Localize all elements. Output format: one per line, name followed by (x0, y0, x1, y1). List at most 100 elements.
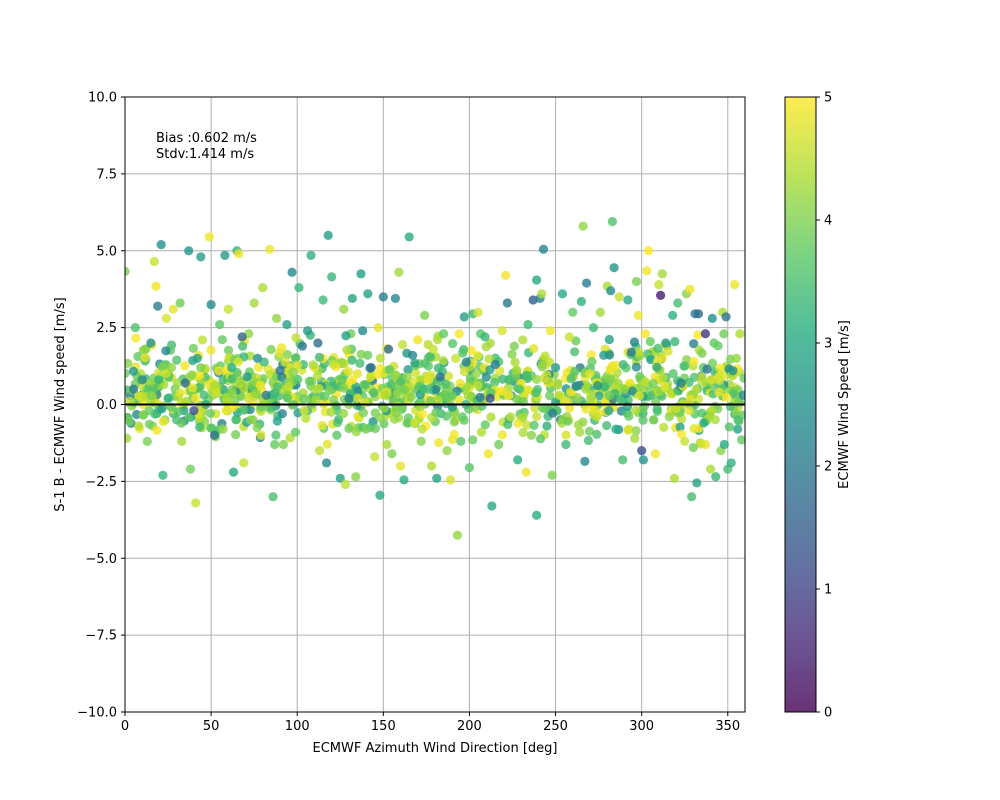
scatter-point (146, 390, 156, 401)
scatter-point (339, 304, 349, 314)
scatter-point (606, 286, 616, 296)
scatter-point (581, 404, 591, 414)
scatter-point (290, 427, 301, 437)
scatter-point (605, 364, 615, 375)
scatter-point (586, 350, 596, 360)
scatter-point (182, 396, 192, 406)
scatter-point (631, 405, 641, 416)
scatter-point (187, 383, 198, 393)
scatter-point (366, 363, 376, 373)
scatter-point (631, 426, 641, 436)
scatter-point (314, 352, 324, 362)
scatter-point (693, 330, 703, 340)
scatter-point (715, 363, 725, 373)
scatter-point (494, 439, 504, 450)
scatter-point (497, 326, 507, 336)
scatter-point (282, 350, 293, 360)
scatter-point (545, 326, 555, 336)
scatter-point (420, 358, 430, 369)
scatter-point (576, 296, 586, 307)
scatter-point (211, 387, 221, 397)
scatter-point (206, 299, 216, 310)
scatter-point (593, 380, 603, 391)
scatter-point (726, 458, 736, 468)
scatter-point (564, 332, 574, 342)
scatter-point (395, 461, 406, 471)
scatter-point (447, 390, 457, 400)
scatter-point (439, 329, 449, 339)
scatter-point (584, 426, 595, 436)
scatter-point (643, 246, 654, 256)
scatter-point (223, 345, 234, 355)
scatter-point (134, 391, 144, 402)
scatter-point (440, 389, 450, 400)
scatter-point (571, 381, 581, 391)
scatter-point (161, 313, 171, 323)
scatter-point (399, 475, 409, 485)
scatter-point (375, 490, 385, 500)
scatter-point (618, 359, 628, 370)
stdv-annotation: Stdv:1.414 m/s (156, 147, 254, 162)
scatter-point (719, 439, 729, 450)
scatter-point (454, 329, 464, 339)
scatter-point (473, 307, 483, 317)
scatter-point (660, 382, 670, 392)
scatter-point (369, 388, 379, 398)
scatter-point (523, 385, 534, 395)
y-axis-label: S-1 B - ECMWF Wind speed [m/s] (53, 297, 68, 511)
scatter-point (409, 418, 419, 428)
scatter-point (634, 391, 645, 401)
scatter-point (697, 348, 707, 358)
scatter-point (337, 375, 347, 385)
scatter-point (277, 409, 287, 419)
scatter-point (514, 384, 524, 394)
scatter-point (218, 424, 228, 434)
colorbar-ticks: 0 1 2 3 4 5 (816, 91, 832, 721)
scatter-point (250, 388, 260, 399)
scatter-point (130, 323, 140, 333)
scatter-point (359, 380, 370, 390)
scatter-point (146, 338, 156, 348)
scatter-point (473, 380, 483, 390)
scatter-point (413, 335, 423, 345)
scatter-point (204, 232, 214, 242)
scatter-point (384, 365, 395, 375)
scatter-point (231, 429, 241, 440)
y-tick-label: −2.5 (85, 475, 117, 490)
scatter-point (709, 338, 719, 348)
scatter-point (570, 347, 580, 357)
scatter-point (397, 339, 408, 350)
scatter-point (554, 390, 564, 400)
scatter-point (299, 406, 309, 416)
scatter-point (246, 415, 256, 425)
scatter-point (158, 417, 168, 427)
scatter-point (529, 344, 539, 354)
scatter-point (563, 416, 573, 426)
scatter-point (392, 389, 402, 399)
scatter-point (626, 347, 636, 357)
scatter-point (476, 427, 487, 437)
scatter-point (291, 333, 301, 343)
scatter-point (184, 246, 194, 256)
scatter-point (312, 371, 323, 381)
scatter-point (133, 351, 143, 362)
scatter-point (487, 501, 497, 511)
scatter-point (190, 393, 201, 403)
scatter-point (518, 335, 528, 345)
scatter-point (344, 393, 354, 403)
scatter-point (425, 351, 435, 361)
scatter-point (663, 346, 673, 356)
scatter-point (535, 434, 546, 444)
scatter-point (670, 337, 680, 347)
scatter-point (513, 455, 523, 465)
scatter-point (188, 343, 198, 353)
scatter-point (175, 298, 185, 308)
scatter-point (227, 363, 237, 373)
scatter-point (231, 415, 241, 425)
scatter-point (631, 362, 641, 372)
scatter-point (196, 252, 206, 262)
scatter-point (144, 419, 155, 429)
x-axis-ticks: 0 50 100 150 200 250 300 350 (121, 712, 740, 734)
scatter-point (332, 430, 342, 440)
y-tick-label: 7.5 (96, 167, 117, 182)
